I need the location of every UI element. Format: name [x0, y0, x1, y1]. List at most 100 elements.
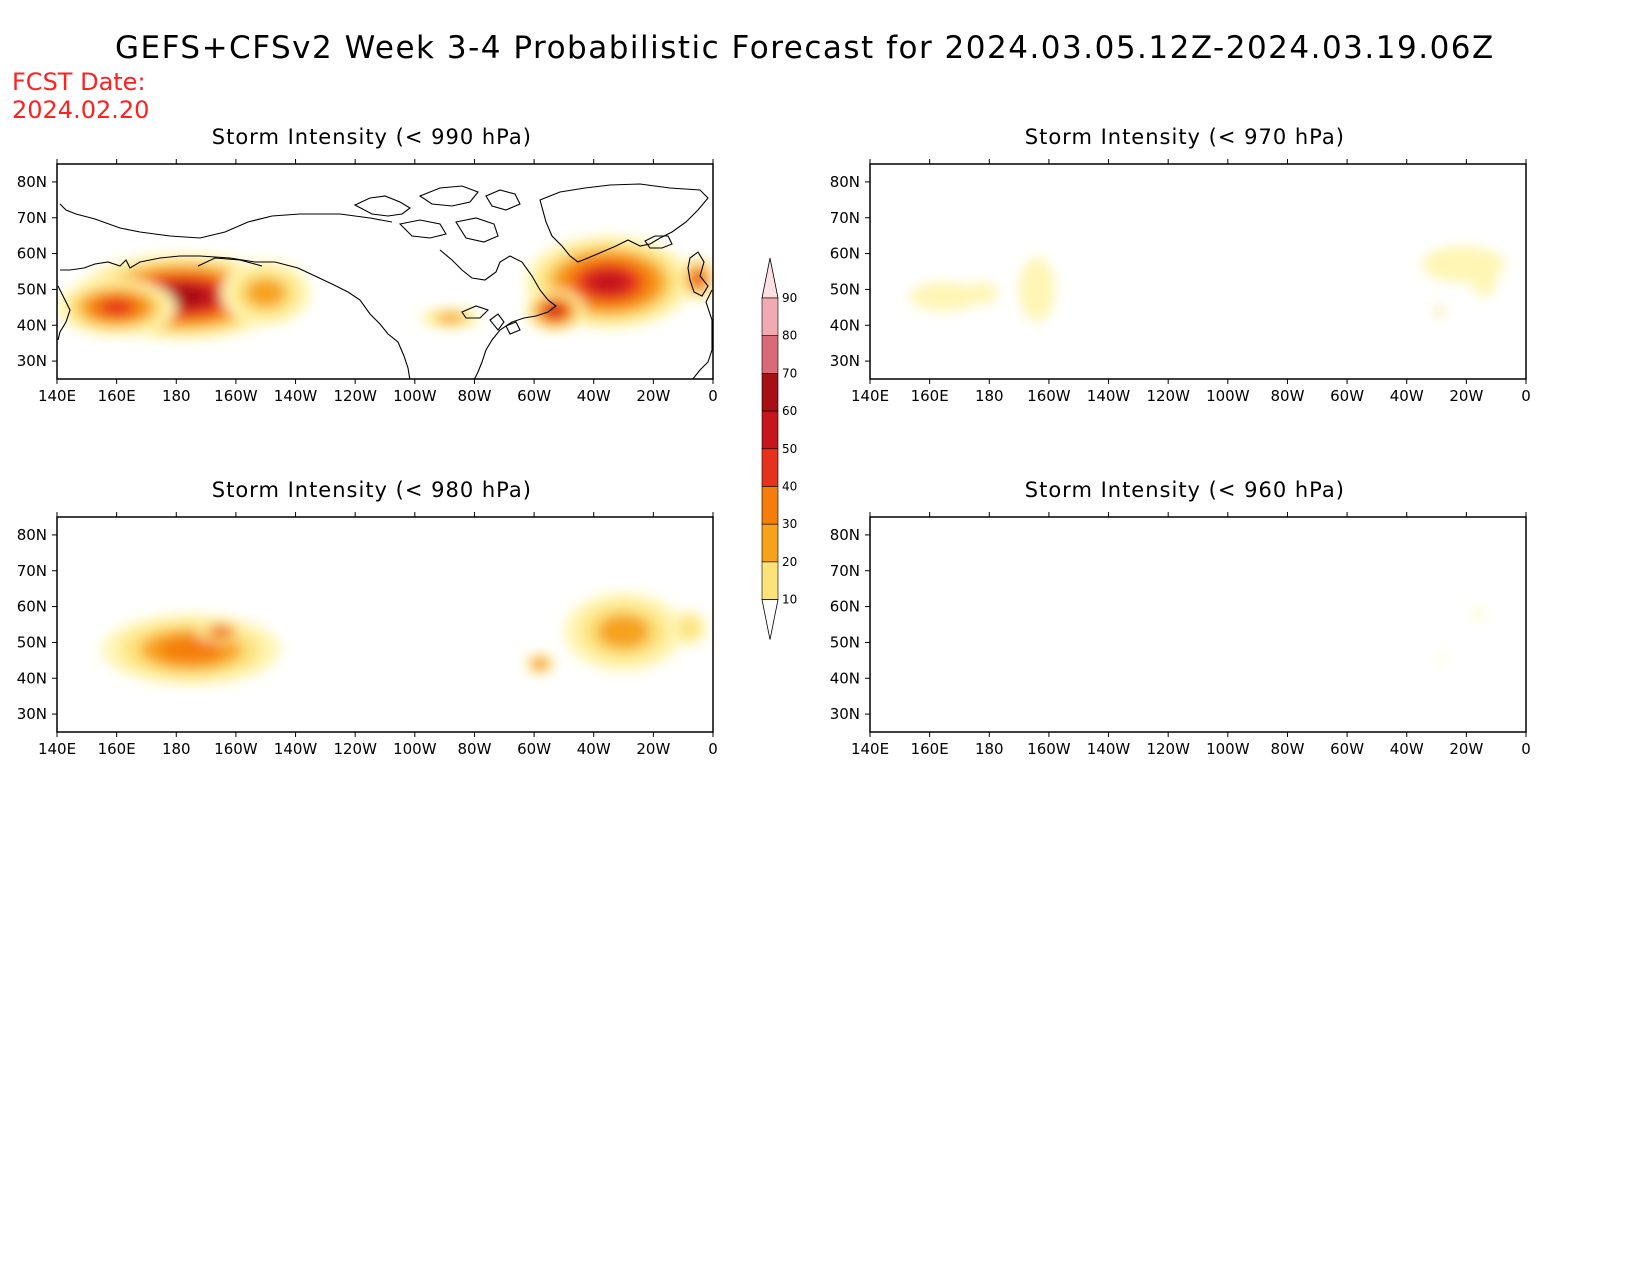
x-tick-label: 180	[162, 387, 191, 405]
x-tick-label: 160E	[98, 387, 136, 405]
x-tick-label: 140E	[38, 387, 76, 405]
x-tick-label: 160W	[214, 740, 258, 758]
prob-contour-40	[160, 637, 223, 663]
x-tick-label: 120W	[1146, 387, 1190, 405]
probability-field	[908, 246, 1506, 322]
y-tick-label: 40N	[17, 316, 47, 334]
x-tick-label: 120W	[333, 387, 377, 405]
x-tick-label: 80W	[1270, 740, 1304, 758]
prob-contour-10	[968, 282, 999, 304]
x-tick-label: 0	[1521, 740, 1531, 758]
main-title: GEFS+CFSv2 Week 3-4 Probabilistic Foreca…	[115, 30, 1495, 66]
y-tick-label: 30N	[830, 352, 860, 370]
x-tick-label: 180	[162, 740, 191, 758]
panel-title: Storm Intensity (< 960 hPa)	[1025, 478, 1345, 502]
y-tick-label: 80N	[17, 173, 47, 191]
y-tick-label: 60N	[17, 598, 47, 616]
x-tick-label: 60W	[1330, 387, 1364, 405]
y-tick-label: 30N	[17, 705, 47, 723]
prob-contour-50	[99, 299, 134, 316]
map-panel-4: Storm Intensity (< 960 hPa) 140E 160E 180 16…	[830, 478, 1531, 758]
x-tick-label: 100W	[1206, 387, 1250, 405]
x-tick-label: 160W	[1027, 740, 1071, 758]
y-tick-label: 40N	[830, 316, 860, 334]
x-tick-label: 20W	[636, 387, 670, 405]
prob-contour-30	[1437, 308, 1442, 314]
panel-title: Storm Intensity (< 970 hPa)	[1025, 125, 1345, 149]
colorbar-label: 70	[782, 366, 797, 380]
x-tick-label: 160W	[214, 387, 258, 405]
x-tick-label: 160E	[911, 387, 949, 405]
x-tick-label: 160E	[98, 740, 136, 758]
y-tick-label: 40N	[17, 669, 47, 687]
x-tick-label: 40W	[577, 387, 611, 405]
y-tick-label: 50N	[17, 280, 47, 298]
x-tick-label: 0	[1521, 387, 1531, 405]
x-tick-label: 100W	[393, 387, 437, 405]
x-tick-label: 120W	[1146, 740, 1190, 758]
x-tick-label: 0	[708, 387, 718, 405]
y-tick-label: 50N	[830, 280, 860, 298]
colorbar-band	[761, 448, 779, 487]
x-tick-label: 80W	[1270, 387, 1304, 405]
y-tick-label: 70N	[830, 209, 860, 227]
panel-title: Storm Intensity (< 990 hPa)	[212, 125, 532, 149]
prob-contour-60	[547, 305, 563, 317]
panel-title: Storm Intensity (< 980 hPa)	[212, 478, 532, 502]
colorbar-band	[761, 561, 779, 600]
x-tick-label: 100W	[1206, 740, 1250, 758]
colorbar-label: 80	[782, 329, 797, 343]
y-tick-label: 80N	[17, 526, 47, 544]
prob-contour-10	[1019, 257, 1055, 322]
map-frame	[869, 516, 1527, 733]
prob-contour-20	[678, 617, 701, 640]
x-tick-label: 140E	[851, 740, 889, 758]
colorbar: 90 80 70 60 50 40 30 20 10	[761, 257, 797, 640]
x-tick-label: 40W	[1390, 740, 1424, 758]
x-tick-label: 180	[975, 387, 1004, 405]
map-frame	[56, 163, 714, 380]
x-tick-label: 20W	[1449, 740, 1483, 758]
probability-field	[57, 235, 713, 340]
y-tick-label: 70N	[17, 209, 47, 227]
x-tick-label: 0	[708, 740, 718, 758]
x-tick-label: 80W	[457, 387, 491, 405]
x-tick-label: 180	[975, 740, 1004, 758]
y-tick-label: 70N	[17, 562, 47, 580]
y-tick-label: 80N	[830, 173, 860, 191]
probability-field	[1439, 608, 1483, 661]
y-tick-label: 40N	[830, 669, 860, 687]
colorbar-label: 90	[782, 291, 797, 305]
colorbar-label: 30	[782, 517, 797, 531]
x-tick-label: 140W	[274, 740, 318, 758]
colorbar-label: 20	[782, 555, 797, 569]
x-tick-label: 140W	[1087, 740, 1131, 758]
prob-contour-30	[245, 278, 286, 308]
colorbar-band	[761, 486, 779, 525]
colorbar-band	[761, 410, 779, 450]
map-frame	[869, 163, 1527, 380]
map-background	[870, 517, 1526, 732]
x-tick-label: 120W	[333, 740, 377, 758]
prob-contour-30	[437, 313, 464, 323]
map-panel-2: Storm Intensity (< 970 hPa) 140E 160E 180 16…	[830, 125, 1531, 405]
x-tick-label: 140E	[851, 387, 889, 405]
x-tick-label: 20W	[1449, 387, 1483, 405]
x-tick-label: 160E	[911, 740, 949, 758]
prob-contour-10	[1473, 608, 1483, 620]
x-tick-label: 60W	[517, 387, 551, 405]
x-tick-label: 140W	[274, 387, 318, 405]
colorbar-cap-top	[761, 257, 779, 299]
probability-field	[101, 592, 708, 686]
colorbar-band	[761, 373, 779, 412]
colorbar-band	[761, 523, 779, 563]
y-tick-label: 70N	[830, 562, 860, 580]
map-panel-3: Storm Intensity (< 980 hPa) 140E 160E 180 16…	[17, 478, 718, 758]
y-tick-label: 80N	[830, 526, 860, 544]
prob-contour-30	[597, 614, 651, 650]
x-tick-label: 20W	[636, 740, 670, 758]
prob-contour-10	[1472, 267, 1497, 297]
x-tick-label: 140W	[1087, 387, 1131, 405]
x-tick-label: 160W	[1027, 387, 1071, 405]
